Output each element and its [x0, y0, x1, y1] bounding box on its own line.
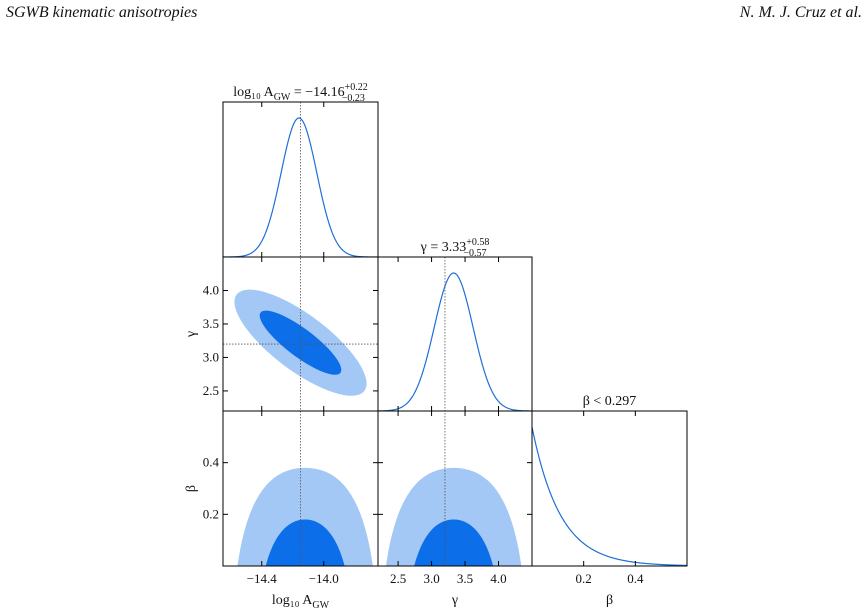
contour-68-gamma-beta [414, 519, 494, 566]
gamma-beta [385, 467, 522, 566]
x-tick-label-1-3: 4.0 [490, 571, 506, 586]
y-axis-label-beta-main: β [184, 485, 199, 492]
x-axis-label-2: β [606, 593, 613, 608]
contour-95-log10A-beta [237, 467, 373, 566]
y-tick-label-beta-1: 0.4 [203, 455, 220, 470]
x-axis-label-1: γ [451, 593, 458, 608]
y-tick-label-gamma-1: 3.0 [203, 349, 219, 364]
marginal-title-0-symbol: log₁₀ A [233, 85, 274, 100]
x-axis-label-1-main: γ [451, 593, 458, 608]
contour-95-gamma-beta [385, 467, 522, 566]
marginal-title-0-suberr: −0.23 [342, 93, 365, 104]
x-tick-label-2-0: 0.2 [576, 571, 592, 586]
y-tick-label-gamma-0: 2.5 [203, 383, 219, 398]
y-tick-label-gamma-3: 4.0 [203, 282, 219, 297]
marginal-title-2: β < 0.297 [583, 394, 637, 409]
y-axis-label-gamma-main: γ [184, 331, 199, 338]
marginal-title-1-suberr: −0.57 [463, 248, 486, 259]
panel-frame-0-0 [222, 101, 379, 258]
marginal-title-1-sup: +0.58 [466, 237, 489, 248]
x-tick-label-0-1: −14.0 [309, 571, 339, 586]
marginal-title-0-value: = −14.16 [290, 85, 344, 100]
marginal-curve-log10A [223, 117, 378, 257]
marginal-title-2-value: < 0.297 [590, 394, 636, 409]
marginal-curve-beta [532, 426, 687, 566]
marginal-title-1: γ = 3.33+0.58 −0.57 [420, 237, 490, 259]
marginal-title-1-value: = 3.33 [427, 240, 466, 255]
x-tick-label-1-0: 2.5 [390, 571, 406, 586]
marginal-title-0: log₁₀ AGW = −14.16+0.22 −0.23 [233, 82, 368, 104]
marginal-title-1-symbol: γ [420, 240, 427, 255]
panel-frame-2-2 [531, 410, 688, 567]
x-axis-label-2-main: β [606, 593, 613, 608]
contour-68-log10A-beta [265, 519, 345, 566]
marginal-curve-gamma [378, 272, 532, 411]
y-axis-label-gamma: γ [184, 331, 199, 338]
panel-frame-1-1 [377, 256, 533, 412]
page-header-title: SGWB kinematic anisotropies [6, 4, 198, 21]
y-axis-label-beta: β [184, 485, 199, 492]
x-tick-label-0-0: −14.4 [247, 571, 278, 586]
x-axis-label-0-main: log₁₀ A [272, 593, 313, 608]
log10A-beta [237, 467, 373, 566]
page-header-authors: N. M. J. Cruz et al. [739, 4, 862, 21]
marginal-title-2-symbol: β [583, 394, 590, 409]
marginal-title-0-sub: GW [274, 92, 291, 103]
y-tick-label-gamma-2: 3.5 [203, 316, 219, 331]
x-axis-label-0: log₁₀ AGW [272, 593, 330, 611]
y-tick-label-beta-0: 0.2 [203, 506, 219, 521]
x-axis-label-0-sub: GW [312, 600, 329, 611]
x-tick-label-1-1: 3.0 [423, 571, 439, 586]
marginal-title-0-sup: +0.22 [345, 82, 368, 93]
x-tick-label-1-2: 3.5 [457, 571, 473, 586]
x-tick-label-2-1: 0.4 [627, 571, 644, 586]
